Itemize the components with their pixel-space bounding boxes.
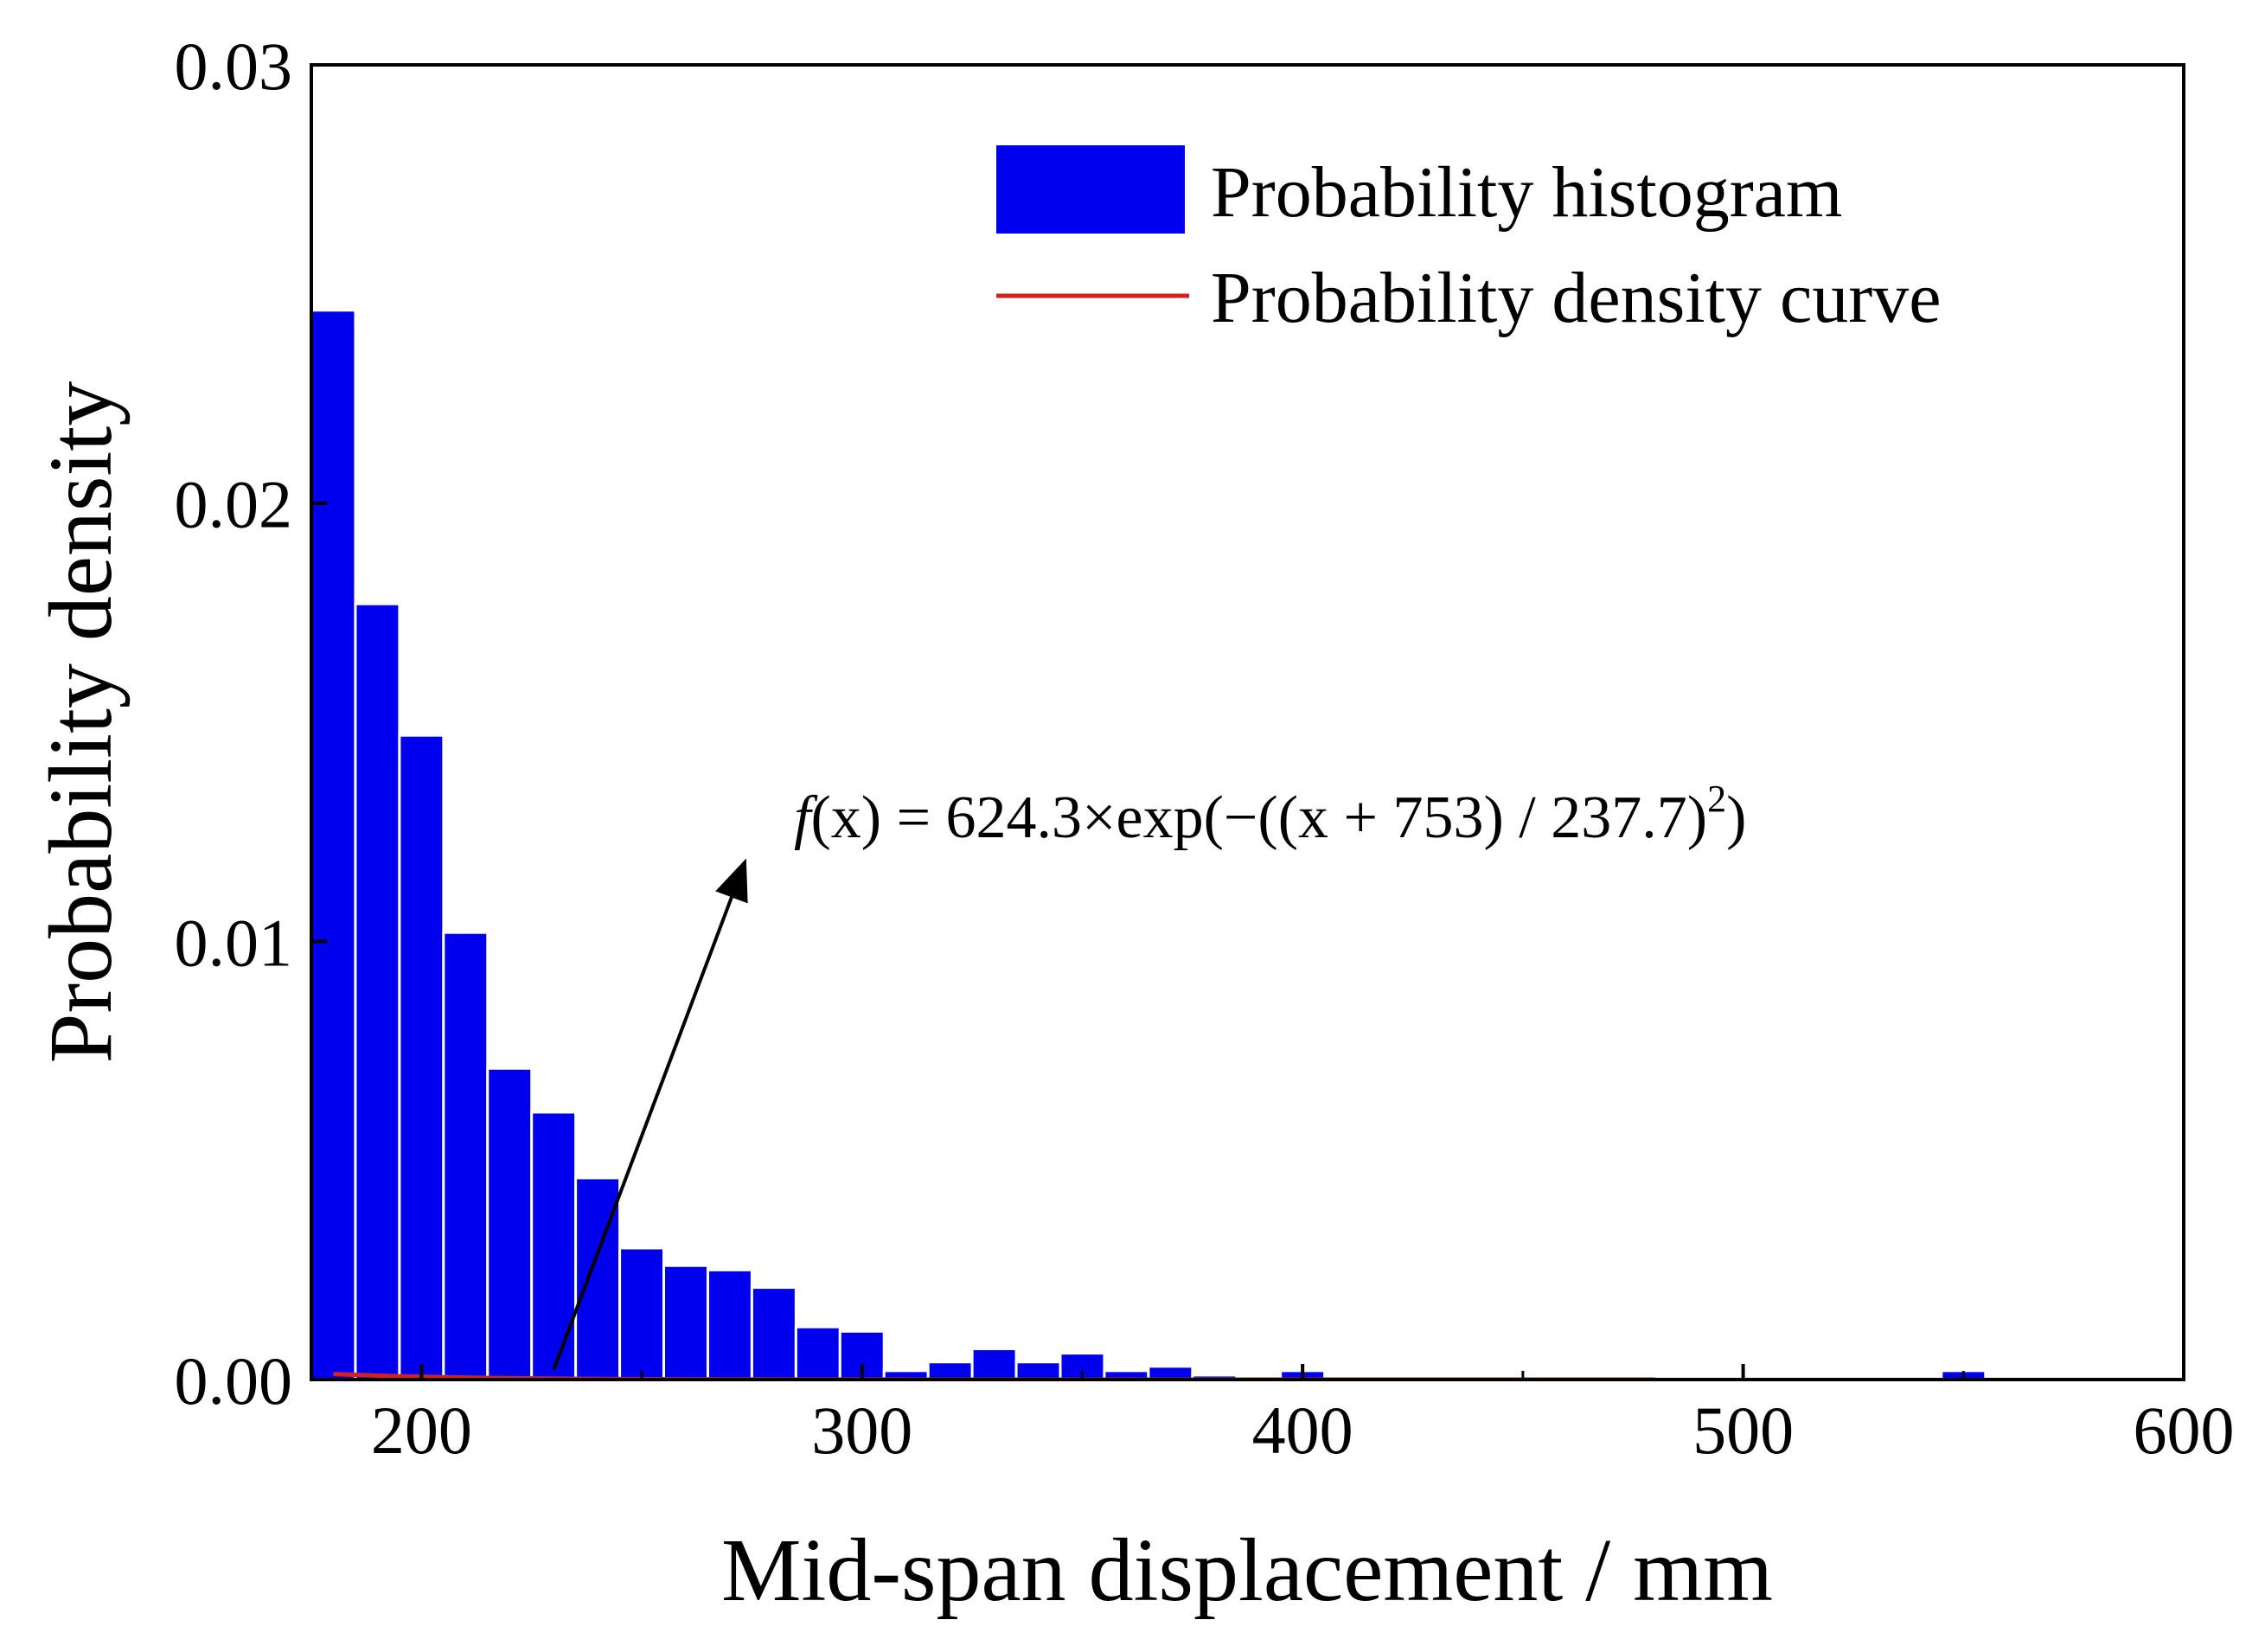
equation-close: ) bbox=[1726, 784, 1746, 851]
histogram-bar bbox=[311, 309, 357, 1380]
equation-body: ) = 624.3×exp(−((x + 753) / 237.7) bbox=[861, 784, 1707, 851]
histogram-bar bbox=[1191, 1373, 1238, 1380]
equation-exponent: 2 bbox=[1707, 778, 1726, 820]
legend-label-curve: Probability density curve bbox=[1211, 258, 1942, 338]
histogram-bar bbox=[1147, 1365, 1194, 1380]
histogram-bar bbox=[750, 1286, 797, 1380]
histogram-bar bbox=[354, 602, 401, 1380]
histogram-bar bbox=[970, 1348, 1018, 1380]
histogram-bar bbox=[706, 1268, 753, 1380]
histogram-bar bbox=[442, 931, 489, 1380]
histogram-bar bbox=[530, 1111, 578, 1380]
axis-ticks: 200 300 400 500 600 0.00 0.01 0.02 0.03 bbox=[175, 29, 2235, 1468]
histogram-bar bbox=[662, 1264, 709, 1380]
equation-text: f(x) = 624.3×exp(−((x + 753) / 237.7)2) bbox=[794, 778, 1746, 851]
histogram-bar bbox=[1014, 1361, 1062, 1380]
histogram-bar bbox=[486, 1066, 534, 1380]
x-tick-label: 200 bbox=[371, 1393, 472, 1468]
histogram-bar bbox=[926, 1361, 974, 1380]
equation-arg: (x bbox=[810, 784, 861, 851]
y-axis-title: Probability density bbox=[31, 381, 131, 1064]
annotation-arrow bbox=[552, 858, 748, 1371]
x-tick-label: 300 bbox=[811, 1393, 912, 1468]
histogram-bar bbox=[398, 733, 445, 1380]
legend-label-histogram: Probability histogram bbox=[1211, 152, 1842, 233]
plot-frame bbox=[310, 63, 2185, 1381]
legend: Probability histogram Probability densit… bbox=[996, 145, 1942, 338]
x-tick-label: 500 bbox=[1692, 1393, 1794, 1468]
histogram-bar bbox=[618, 1246, 666, 1380]
x-axis-title: Mid-span displacement / mm bbox=[721, 1521, 1773, 1620]
x-tick-label: 400 bbox=[1252, 1393, 1353, 1468]
y-tick-label: 0.03 bbox=[175, 29, 293, 104]
y-tick-label: 0.02 bbox=[175, 467, 293, 542]
x-tick-label: 600 bbox=[2134, 1393, 2235, 1468]
legend-swatch-histogram bbox=[996, 145, 1185, 234]
y-tick-label: 0.01 bbox=[175, 905, 293, 980]
histogram-bar bbox=[794, 1325, 841, 1380]
equation-annotation: f(x) = 624.3×exp(−((x + 753) / 237.7)2) bbox=[552, 778, 1746, 1371]
y-tick-label: 0.00 bbox=[175, 1343, 293, 1418]
